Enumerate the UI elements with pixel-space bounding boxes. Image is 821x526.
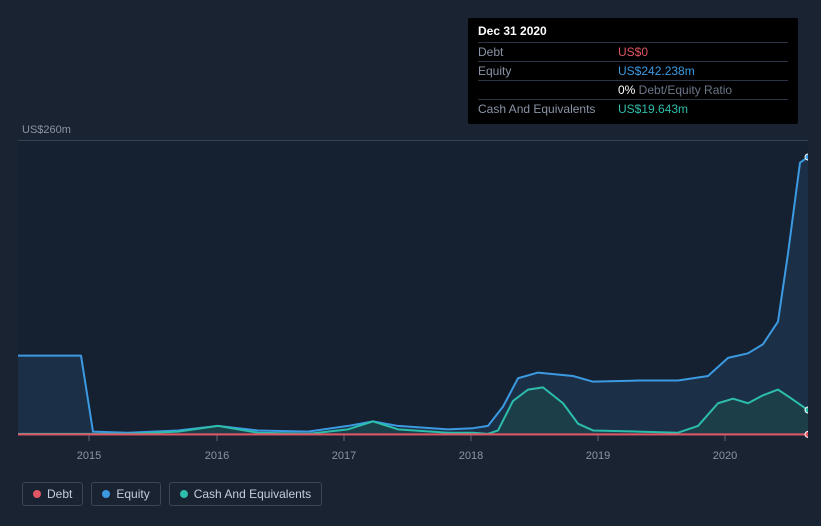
legend-label: Debt	[47, 487, 72, 501]
tooltip-row: EquityUS$242.238m	[478, 61, 788, 80]
legend-color-dot	[180, 490, 188, 498]
legend-color-dot	[102, 490, 110, 498]
tooltip-row: Cash And EquivalentsUS$19.643m	[478, 99, 788, 118]
x-axis-year-label: 2018	[459, 450, 483, 462]
x-axis-year-label: 2020	[713, 450, 737, 462]
financials-area-chart	[18, 140, 808, 455]
tooltip-metric-value: US$19.643m	[618, 102, 688, 116]
x-axis-year-label: 2016	[205, 450, 229, 462]
chart-plot-area	[18, 140, 808, 435]
chart-legend: Debt Equity Cash And Equivalents	[22, 482, 322, 506]
tooltip-metric-label: Debt	[478, 45, 618, 59]
tooltip-metric-label: Equity	[478, 64, 618, 78]
y-axis-max-label: US$260m	[22, 124, 71, 136]
tooltip-metric-label: Cash And Equivalents	[478, 102, 618, 116]
chart-tooltip: Dec 31 2020 DebtUS$0EquityUS$242.238m0% …	[468, 18, 798, 124]
legend-item[interactable]: Debt	[22, 482, 83, 506]
tooltip-date: Dec 31 2020	[478, 24, 788, 42]
legend-item[interactable]: Equity	[91, 482, 160, 506]
x-axis-year-label: 2019	[586, 450, 610, 462]
tooltip-metric-value: US$242.238m	[618, 64, 695, 78]
tooltip-row: DebtUS$0	[478, 42, 788, 61]
legend-label: Equity	[116, 487, 149, 501]
x-axis-year-label: 2017	[332, 450, 356, 462]
legend-color-dot	[33, 490, 41, 498]
tooltip-metric-label	[478, 83, 618, 97]
tooltip-metric-value: US$0	[618, 45, 648, 59]
legend-label: Cash And Equivalents	[194, 487, 311, 501]
x-axis-year-label: 2015	[77, 450, 101, 462]
legend-item[interactable]: Cash And Equivalents	[169, 482, 322, 506]
tooltip-metric-value: 0% Debt/Equity Ratio	[618, 83, 732, 97]
tooltip-row: 0% Debt/Equity Ratio	[478, 80, 788, 99]
